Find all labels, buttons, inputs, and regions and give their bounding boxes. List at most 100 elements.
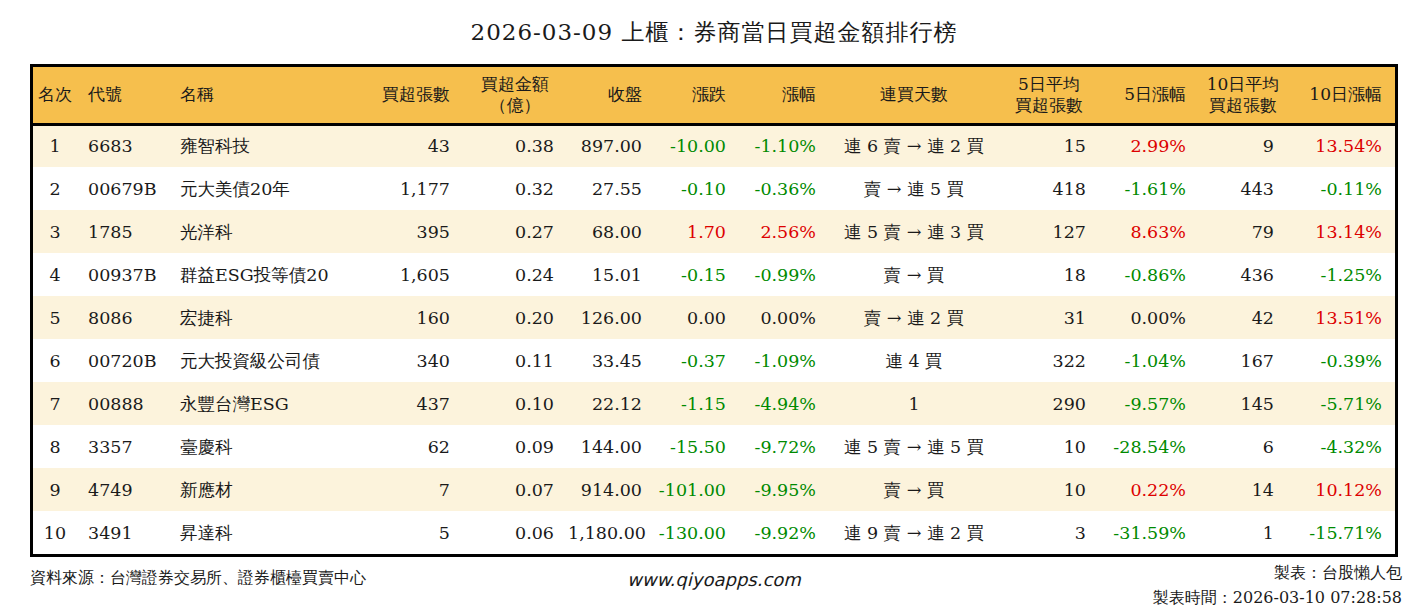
cell-pct5: -0.86% [1099,253,1199,296]
cell-avg10_volume: 14 [1199,468,1287,511]
cell-change: -0.15 [655,253,739,296]
cell-code: 3491 [77,511,169,554]
cell-streak: 連 5 賣 → 連 3 買 [829,210,999,253]
ranking-table-container: 名次代號名稱買超張數買超金額 （億）收盤漲跌漲幅連買天數5日平均 買超張數5日漲… [30,64,1398,557]
cell-rank: 10 [33,511,77,554]
cell-pct5: -9.57% [1099,382,1199,425]
cell-avg5_volume: 322 [999,339,1099,382]
cell-avg5_volume: 290 [999,382,1099,425]
cell-buy_amount: 0.27 [463,210,567,253]
cell-close: 914.00 [567,468,655,511]
cell-avg10_volume: 436 [1199,253,1287,296]
cell-code: 1785 [77,210,169,253]
cell-buy_volume: 5 [335,511,463,554]
cell-change: -1.15 [655,382,739,425]
cell-avg10_volume: 167 [1199,339,1287,382]
cell-pct10: 13.14% [1287,210,1395,253]
cell-avg5_volume: 3 [999,511,1099,554]
table-row: 94749新應材70.07914.00-101.00-9.95%賣 → 買100… [33,468,1395,511]
cell-change: 1.70 [655,210,739,253]
cell-change: -130.00 [655,511,739,554]
cell-buy_volume: 340 [335,339,463,382]
cell-buy_volume: 395 [335,210,463,253]
cell-avg10_volume: 1 [1199,511,1287,554]
cell-change_pct: -0.99% [739,253,829,296]
footer: 資料來源：台灣證券交易所、證券櫃檯買賣中心 www.qiyoapps.com 製… [30,564,1398,610]
credits: 製表：台股懶人包 製表時間：2026-03-10 07:28:58 [1153,561,1402,611]
cell-close: 33.45 [567,339,655,382]
cell-avg10_volume: 79 [1199,210,1287,253]
cell-streak: 連 9 賣 → 連 2 買 [829,511,999,554]
column-header-avg10_volume: 10日平均 買超張數 [1199,67,1287,124]
cell-pct10: -15.71% [1287,511,1395,554]
column-header-streak: 連買天數 [829,67,999,124]
cell-pct5: 0.22% [1099,468,1199,511]
column-header-pct5: 5日漲幅 [1099,67,1199,124]
cell-close: 144.00 [567,425,655,468]
cell-pct5: -1.04% [1099,339,1199,382]
cell-pct10: -0.39% [1287,339,1395,382]
cell-name: 臺慶科 [169,425,335,468]
column-header-change: 漲跌 [655,67,739,124]
cell-code: 00720B [77,339,169,382]
cell-buy_amount: 0.11 [463,339,567,382]
cell-pct10: -1.25% [1287,253,1395,296]
cell-change_pct: -1.10% [739,124,829,167]
cell-avg5_volume: 418 [999,167,1099,210]
generated-time-text: 製表時間：2026-03-10 07:28:58 [1153,586,1402,611]
cell-streak: 賣 → 買 [829,468,999,511]
table-row: 400937B群益ESG投等債201,6050.2415.01-0.15-0.9… [33,253,1395,296]
column-header-buy_amount: 買超金額 （億） [463,67,567,124]
cell-buy_amount: 0.24 [463,253,567,296]
cell-avg10_volume: 42 [1199,296,1287,339]
cell-pct10: -5.71% [1287,382,1395,425]
cell-buy_volume: 1,177 [335,167,463,210]
cell-rank: 8 [33,425,77,468]
cell-code: 4749 [77,468,169,511]
cell-code: 8086 [77,296,169,339]
cell-pct10: 13.51% [1287,296,1395,339]
column-header-code: 代號 [77,67,169,124]
cell-pct5: 0.00% [1099,296,1199,339]
cell-avg5_volume: 127 [999,210,1099,253]
cell-streak: 1 [829,382,999,425]
column-header-pct10: 10日漲幅 [1287,67,1395,124]
cell-pct5: 8.63% [1099,210,1199,253]
cell-change_pct: 2.56% [739,210,829,253]
cell-change_pct: -9.72% [739,425,829,468]
cell-change: -0.37 [655,339,739,382]
cell-buy_amount: 0.38 [463,124,567,167]
cell-close: 1,180.00 [567,511,655,554]
table-row: 83357臺慶科620.09144.00-15.50-9.72%連 5 賣 → … [33,425,1395,468]
cell-change: 0.00 [655,296,739,339]
cell-pct10: 10.12% [1287,468,1395,511]
cell-buy_amount: 0.07 [463,468,567,511]
cell-streak: 連 6 賣 → 連 2 買 [829,124,999,167]
cell-name: 元大美債20年 [169,167,335,210]
column-header-buy_volume: 買超張數 [335,67,463,124]
cell-change_pct: -1.09% [739,339,829,382]
cell-change: -15.50 [655,425,739,468]
table-row: 600720B元大投資級公司債3400.1133.45-0.37-1.09%連 … [33,339,1395,382]
cell-close: 897.00 [567,124,655,167]
cell-rank: 2 [33,167,77,210]
cell-name: 昇達科 [169,511,335,554]
column-header-change_pct: 漲幅 [739,67,829,124]
cell-rank: 9 [33,468,77,511]
cell-name: 光洋科 [169,210,335,253]
cell-pct10: -4.32% [1287,425,1395,468]
cell-buy_amount: 0.06 [463,511,567,554]
cell-name: 永豐台灣ESG [169,382,335,425]
author-text: 製表：台股懶人包 [1153,561,1402,586]
cell-pct5: 2.99% [1099,124,1199,167]
column-header-name: 名稱 [169,67,335,124]
cell-rank: 6 [33,339,77,382]
cell-avg5_volume: 10 [999,468,1099,511]
cell-buy_volume: 1,605 [335,253,463,296]
cell-name: 宏捷科 [169,296,335,339]
cell-streak: 連 4 買 [829,339,999,382]
cell-change_pct: 0.00% [739,296,829,339]
cell-avg5_volume: 31 [999,296,1099,339]
cell-name: 新應材 [169,468,335,511]
cell-streak: 連 5 賣 → 連 5 買 [829,425,999,468]
